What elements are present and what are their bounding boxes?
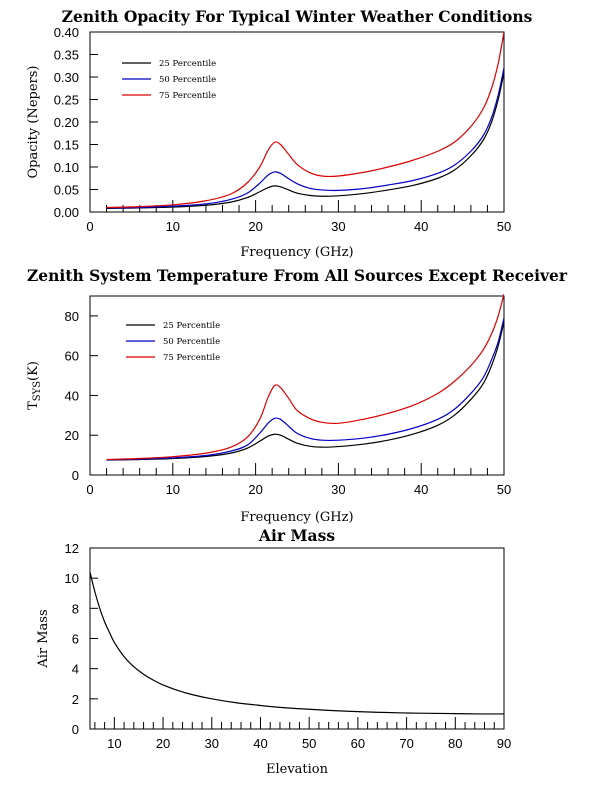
y-tick-label: 0.25 bbox=[54, 93, 79, 108]
x-tick-label: 40 bbox=[414, 482, 428, 497]
legend-label: 75 Percentile bbox=[163, 353, 220, 363]
x-tick-label: 10 bbox=[107, 736, 121, 751]
legend-label: 50 Percentile bbox=[163, 337, 220, 347]
x-tick-label: 60 bbox=[351, 736, 365, 751]
y-tick-label: 10 bbox=[65, 571, 79, 586]
series-line-50-percentile bbox=[106, 317, 504, 461]
y-tick-label: 0.40 bbox=[54, 25, 79, 40]
chart-title: Zenith Opacity For Typical Winter Weathe… bbox=[62, 7, 533, 26]
series-line-75-percentile bbox=[106, 31, 504, 209]
x-tick-label: 90 bbox=[497, 736, 511, 751]
y-axis-label: Air Mass bbox=[36, 609, 51, 668]
x-axis-label: Frequency (GHz) bbox=[240, 510, 353, 525]
y-tick-label: 0.10 bbox=[54, 160, 79, 175]
y-tick-label: 2 bbox=[72, 692, 79, 707]
x-tick-label: 40 bbox=[414, 219, 428, 234]
x-tick-label: 50 bbox=[497, 482, 511, 497]
series-line-25-percentile bbox=[106, 72, 504, 209]
y-tick-label: 0.20 bbox=[54, 115, 79, 130]
x-tick-label: 50 bbox=[302, 736, 316, 751]
chart-title: Air Mass bbox=[258, 526, 335, 545]
y-tick-label: 6 bbox=[72, 632, 79, 647]
y-tick-label: 4 bbox=[72, 662, 79, 677]
series-line-air-mass bbox=[90, 571, 504, 715]
legend-label: 25 Percentile bbox=[159, 59, 216, 69]
x-tick-label: 0 bbox=[86, 482, 93, 497]
x-axis-label: Elevation bbox=[266, 762, 329, 777]
y-tick-label: 8 bbox=[72, 601, 79, 616]
y-axis-label-main: T bbox=[26, 401, 41, 410]
plot-frame bbox=[89, 31, 505, 213]
x-tick-label: 80 bbox=[448, 736, 462, 751]
plot-frame bbox=[89, 547, 505, 730]
x-tick-label: 70 bbox=[399, 736, 413, 751]
legend-label: 75 Percentile bbox=[159, 91, 216, 101]
chart-3: Air Mass 10 20 30 40 50 60 70 80 90 0 2 4 6 8 10 12 Eleva… bbox=[36, 526, 511, 777]
y-tick-label: 80 bbox=[65, 309, 79, 324]
plot-frame bbox=[89, 295, 505, 476]
series-line-75-percentile bbox=[106, 294, 504, 461]
y-axis-label-unit: (K) bbox=[26, 361, 41, 381]
x-tick-label: 20 bbox=[248, 219, 262, 234]
chart-2: Zenith System Temperature From All Sourc… bbox=[26, 266, 568, 525]
x-tick-label: 30 bbox=[331, 219, 345, 234]
y-tick-label: 0 bbox=[72, 722, 79, 737]
y-axis-label: TSYS(K) bbox=[26, 361, 43, 410]
x-axis-label: Frequency (GHz) bbox=[240, 245, 353, 260]
y-tick-label: 0.15 bbox=[54, 138, 79, 153]
y-tick-label: 12 bbox=[65, 541, 79, 556]
y-tick-label: 0 bbox=[72, 468, 79, 483]
x-tick-label: 50 bbox=[497, 219, 511, 234]
y-tick-label: 0.00 bbox=[54, 205, 79, 220]
y-tick-label: 0.30 bbox=[54, 70, 79, 85]
x-tick-label: 0 bbox=[86, 219, 93, 234]
x-tick-label: 20 bbox=[248, 482, 262, 497]
x-tick-label: 10 bbox=[166, 219, 180, 234]
series-line-50-percentile bbox=[106, 67, 504, 209]
x-tick-label: 30 bbox=[205, 736, 219, 751]
y-tick-label: 60 bbox=[65, 349, 79, 364]
series-line-25-percentile bbox=[106, 321, 504, 461]
y-tick-label: 40 bbox=[65, 388, 79, 403]
y-tick-label: 0.05 bbox=[54, 183, 79, 198]
chart-1: Zenith Opacity For Typical Winter Weathe… bbox=[26, 7, 533, 260]
y-tick-label: 0.35 bbox=[54, 48, 79, 63]
x-tick-label: 30 bbox=[331, 482, 345, 497]
legend-label: 50 Percentile bbox=[159, 75, 216, 85]
x-tick-label: 40 bbox=[253, 736, 267, 751]
x-tick-label: 10 bbox=[166, 482, 180, 497]
y-axis-label-sub: SYS bbox=[32, 381, 43, 401]
y-axis-label: Opacity (Nepers) bbox=[26, 66, 41, 179]
chart-title: Zenith System Temperature From All Sourc… bbox=[27, 266, 568, 285]
y-tick-label: 20 bbox=[65, 428, 79, 443]
x-tick-label: 20 bbox=[156, 736, 170, 751]
legend-label: 25 Percentile bbox=[163, 321, 220, 331]
